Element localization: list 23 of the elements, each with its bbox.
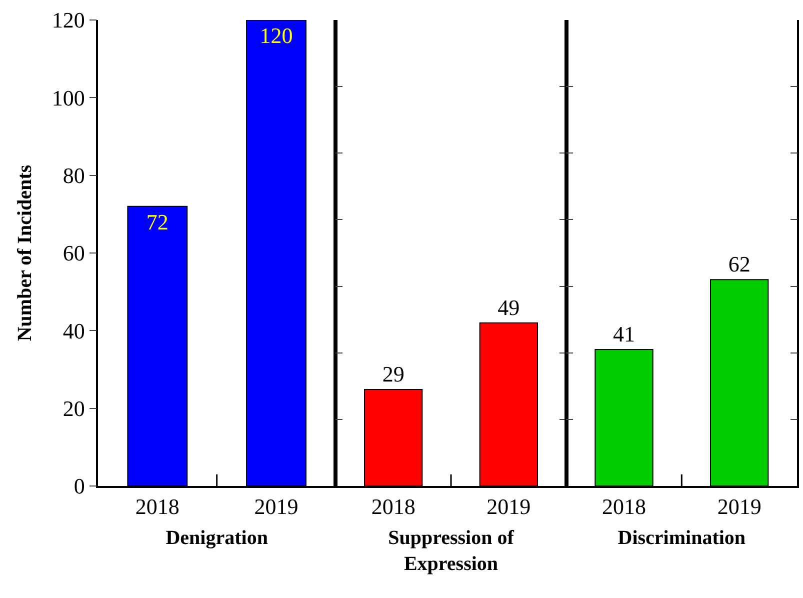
data-label: 41	[612, 322, 635, 347]
x-tick-label: 2019	[717, 494, 762, 520]
y-tick-label: 0	[74, 474, 85, 499]
y-tick-label: 20	[62, 396, 85, 422]
y-tick-label: 120	[52, 8, 85, 33]
x-axis-title: Denigration	[166, 527, 268, 550]
x-tick-label: 2019	[486, 494, 531, 520]
data-label: 120	[260, 23, 293, 48]
x-axis-title: Discrimination	[618, 527, 746, 550]
data-label: 29	[382, 361, 404, 386]
y-tick-label: 100	[52, 85, 85, 110]
x-tick-label: 2018	[371, 494, 416, 520]
x-axis-title: Suppression of Expression	[388, 527, 514, 576]
y-axis-title: Number of Incidents	[14, 164, 36, 342]
y-tick-label: 60	[62, 240, 85, 266]
y-tick-label: 80	[62, 163, 85, 188]
y-tick-label: 40	[62, 318, 85, 344]
x-tick-label: 2018	[602, 494, 646, 520]
x-tick-label: 2018	[135, 494, 180, 520]
data-label: 49	[498, 294, 520, 320]
data-label: 72	[146, 209, 168, 234]
data-label: 62	[728, 252, 750, 277]
x-tick-label: 2019	[254, 494, 298, 520]
